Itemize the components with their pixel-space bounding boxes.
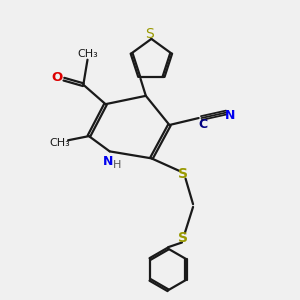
Text: N: N xyxy=(225,109,236,122)
Text: S: S xyxy=(178,167,188,181)
Text: S: S xyxy=(178,230,188,244)
Text: O: O xyxy=(51,71,63,84)
Text: H: H xyxy=(112,160,121,170)
Text: N: N xyxy=(103,154,113,168)
Text: CH₃: CH₃ xyxy=(77,49,98,59)
Text: S: S xyxy=(146,27,154,41)
Text: C: C xyxy=(198,118,207,131)
Text: CH₃: CH₃ xyxy=(49,138,70,148)
